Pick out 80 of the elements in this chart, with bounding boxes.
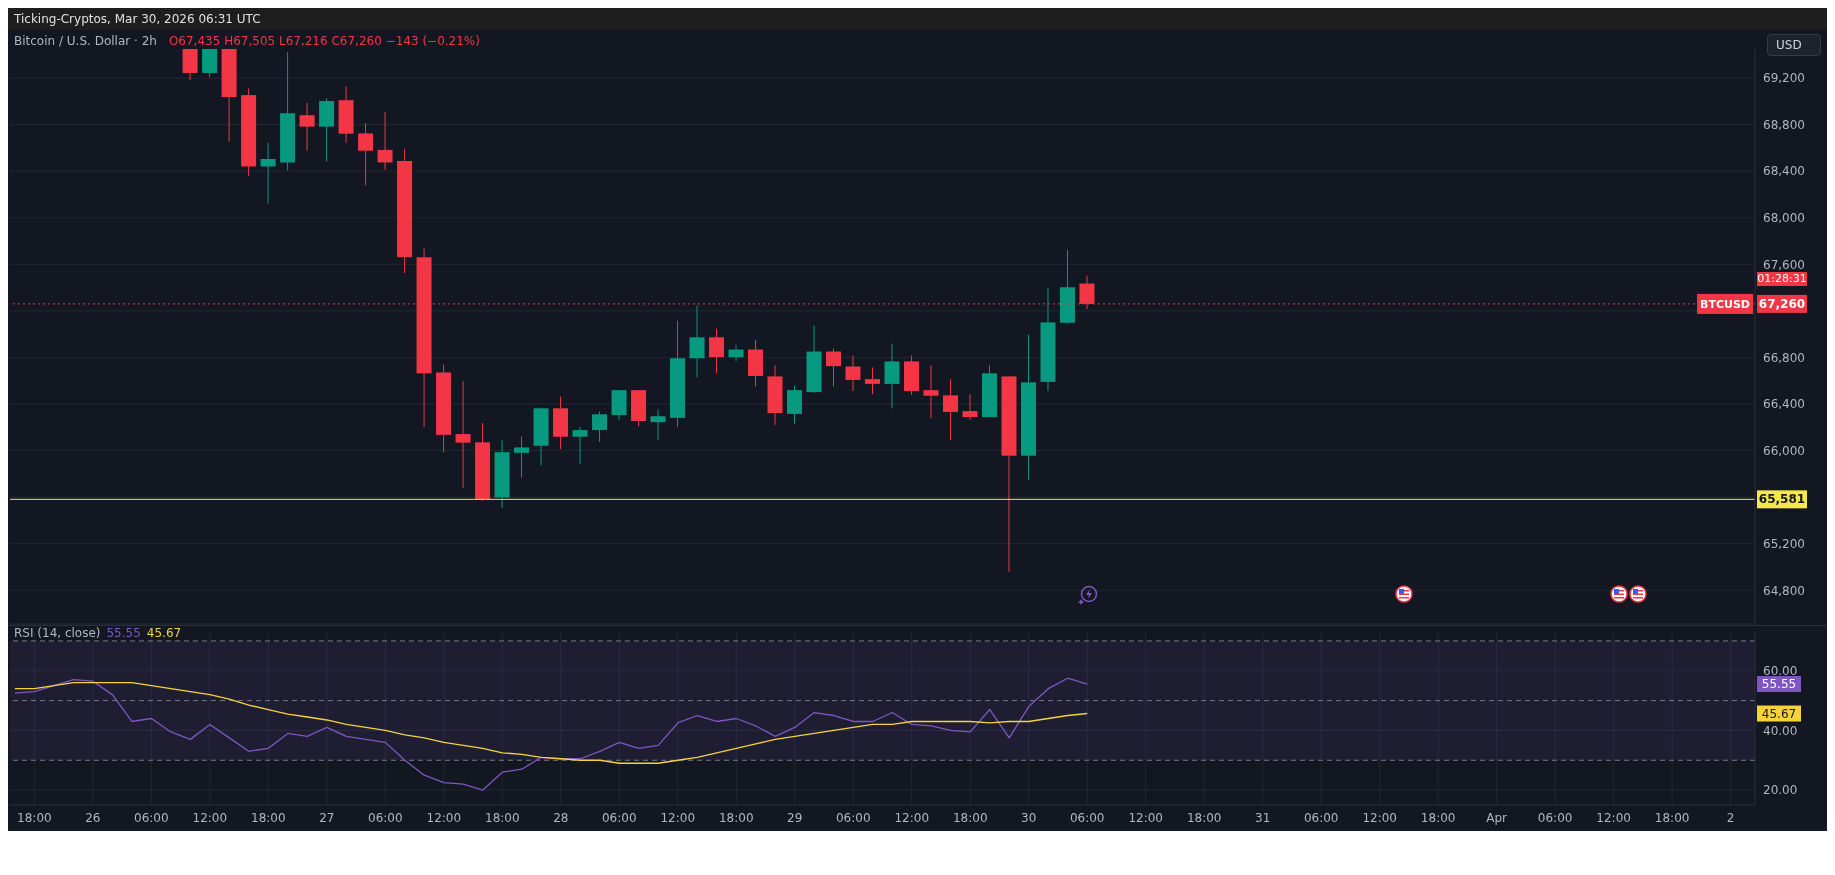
y-tick-label: 40.00 bbox=[1763, 723, 1798, 738]
text: USD bbox=[1767, 34, 1821, 56]
x-tick-label: 06:00 bbox=[601, 810, 637, 825]
x-tick-label: 06:00 bbox=[134, 810, 169, 825]
x-tick-label: 18:00 bbox=[251, 810, 286, 825]
candlestick bbox=[572, 426, 588, 465]
y-tick-label: 60.00 bbox=[1763, 664, 1798, 679]
x-tick-label: 06:00 bbox=[1069, 810, 1105, 825]
candlestick bbox=[592, 411, 608, 443]
x-tick-label: 06:00 bbox=[835, 810, 871, 825]
candlestick bbox=[923, 364, 939, 419]
x-tick-label: 06:00 bbox=[1537, 810, 1573, 825]
x-tick-label: 18:00 bbox=[1186, 810, 1222, 825]
candlestick bbox=[358, 122, 374, 186]
y-tick-label: 64,800 bbox=[1763, 583, 1805, 598]
candlestick bbox=[514, 435, 530, 479]
chart-title: RSI (14, close) bbox=[14, 626, 101, 640]
candlestick bbox=[845, 354, 861, 392]
x-tick-label: 12:00 bbox=[660, 810, 696, 825]
y-tick-label: 68,000 bbox=[1763, 211, 1805, 226]
chart-title: Ticking-Cryptos, Mar 30, 2026 06:31 UTC bbox=[13, 11, 262, 28]
x-tick-label: 18:00 bbox=[952, 810, 988, 825]
candlestick bbox=[709, 328, 725, 374]
annotation: BTCUSD bbox=[1700, 297, 1750, 311]
annotation: 45.67 bbox=[146, 626, 182, 640]
text: O67,435 H67,505 L67,216 C67,260 −143 (−0.21%) bbox=[168, 34, 480, 48]
x-tick-label: 29 bbox=[787, 810, 803, 825]
candlestick bbox=[942, 378, 958, 441]
x-tick-label: 18:00 bbox=[17, 810, 52, 825]
candlestick bbox=[728, 344, 744, 362]
candlestick bbox=[650, 409, 666, 441]
candlestick bbox=[865, 366, 880, 395]
x-tick-label: 06:00 bbox=[368, 810, 403, 825]
x-tick-label: Apr bbox=[1486, 810, 1508, 825]
annotation: 55.55 bbox=[106, 626, 141, 640]
candlestick bbox=[377, 111, 393, 171]
y-tick-label: 20.00 bbox=[1763, 783, 1798, 798]
candlestick bbox=[182, 49, 198, 81]
candlestick bbox=[884, 343, 900, 409]
x-tick-label: 12:00 bbox=[894, 810, 930, 825]
line-series bbox=[14, 677, 1088, 791]
x-tick-label: 27 bbox=[319, 810, 335, 825]
text: 01:28:31 bbox=[1757, 272, 1807, 286]
x-tick-label: 06:00 bbox=[1303, 810, 1339, 825]
x-tick-label: 26 bbox=[85, 810, 101, 825]
x-tick-label: 12:00 bbox=[1362, 810, 1397, 825]
x-tick-label: 28 bbox=[553, 810, 569, 825]
x-tick-label: 12:00 bbox=[1596, 810, 1631, 825]
candlestick bbox=[962, 393, 978, 421]
candlestick bbox=[260, 142, 276, 205]
x-tick-label: 12:00 bbox=[192, 810, 228, 825]
ref-line-label: 65,581 bbox=[1758, 492, 1806, 507]
y-tick-label: 66,400 bbox=[1763, 397, 1805, 412]
candlestick bbox=[689, 304, 705, 378]
x-tick-label: 30 bbox=[1021, 810, 1037, 825]
x-tick-label: 18:00 bbox=[485, 810, 520, 825]
y-tick-label: 67,600 bbox=[1763, 257, 1805, 272]
text: 45.67 bbox=[1761, 706, 1797, 721]
y-tick-label: 68,800 bbox=[1763, 117, 1805, 132]
x-tick-label: 12:00 bbox=[1128, 810, 1164, 825]
y-tick-label: 66,000 bbox=[1763, 443, 1805, 458]
text: 55.55 bbox=[1761, 677, 1797, 692]
x-tick-label: 31 bbox=[1255, 810, 1271, 825]
x-tick-label: 18:00 bbox=[718, 810, 754, 825]
x-tick-label: 2 bbox=[1726, 810, 1735, 825]
candlestick bbox=[787, 385, 803, 425]
line-series bbox=[14, 682, 1088, 764]
candlestick bbox=[455, 380, 471, 489]
y-tick-label: 69,200 bbox=[1763, 71, 1805, 86]
y-tick-label: 65,200 bbox=[1763, 536, 1805, 551]
chart-subtitle: Bitcoin / U.S. Dollar · 2h bbox=[14, 34, 157, 48]
ref-line-label: 67,260 bbox=[1758, 296, 1806, 311]
candlestick bbox=[826, 348, 842, 387]
x-tick-label: 12:00 bbox=[426, 810, 462, 825]
y-tick-label: 68,400 bbox=[1763, 164, 1805, 179]
candlestick bbox=[299, 102, 315, 152]
y-tick-label: 66,800 bbox=[1763, 350, 1805, 365]
candlestick bbox=[202, 49, 218, 78]
x-tick-label: 18:00 bbox=[1654, 810, 1690, 825]
x-tick-label: 18:00 bbox=[1420, 810, 1456, 825]
